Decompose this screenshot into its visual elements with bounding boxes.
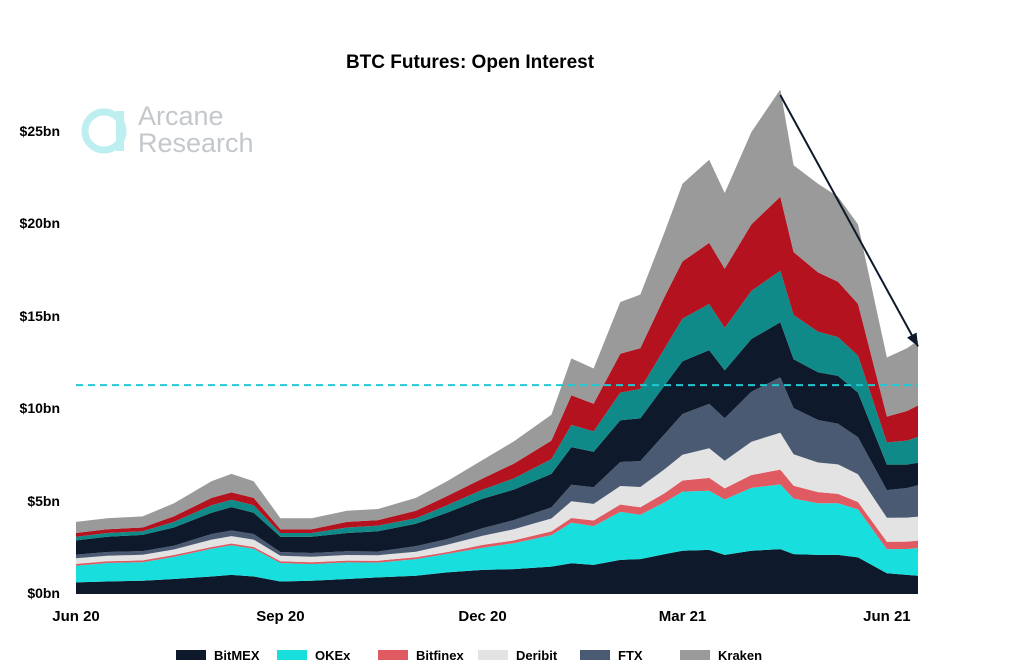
legend-swatch [580,650,610,660]
arrow-shaft [779,94,919,347]
legend-label: FTX [618,647,643,663]
legend-label: BitMEX [214,647,260,663]
arcane-logo-icon [81,108,127,154]
y-tick-label: $15bn [19,307,60,324]
y-tick-label: $20bn [19,215,60,232]
arrow-head [907,332,918,347]
area-dark-red-layer [76,196,918,537]
x-tick-label: Mar 21 [658,608,707,625]
legend-item: FTX [580,645,643,665]
stacked-areas [76,89,918,594]
area-bitmex-base [76,549,918,594]
legend-item: Bitfinex [378,645,464,665]
y-tick-label: $5bn [27,492,60,509]
chart-title: BTC Futures: Open Interest [345,52,595,73]
logo-line-1: Arcane [138,101,224,131]
legend-label: Bitfinex [416,647,464,663]
legend-item: BitMEX [176,645,260,665]
legend-label: Deribit [516,647,558,663]
legend-swatch [378,650,408,660]
legend-swatch [680,650,710,660]
x-tick-label: Dec 20 [458,608,507,625]
area-bitmex-upper [76,322,918,555]
legend-swatch [176,650,206,660]
area-kraken [76,89,918,533]
y-tick-label: $25bn [19,123,60,139]
legend-label: Kraken [718,647,763,663]
area-ftx [76,377,918,559]
trend-arrow [779,94,919,347]
legend-item: OKEx [277,645,350,665]
legend-item: Deribit [478,645,557,665]
area-deribit [76,432,918,564]
legend-label: OKEx [315,647,351,663]
logo-line-2: Research [138,128,254,158]
legend: BitMEX OKEx Bitfinex Deribit FTX Kraken [0,645,1035,665]
x-tick-label: Sep 20 [256,608,305,625]
y-tick-label: $0bn [27,585,60,601]
y-tick-label: $10bn [19,400,60,417]
arcane-research-logo: Arcane Research [80,103,270,159]
legend-item: Kraken [680,645,762,665]
legend-swatch [478,650,508,660]
area-teal-layer [76,270,918,541]
legend-swatch [277,650,307,660]
x-tick-label: Jun 20 [52,608,100,625]
x-tick-label: Jun 21 [863,608,911,625]
area-okex [76,484,918,583]
